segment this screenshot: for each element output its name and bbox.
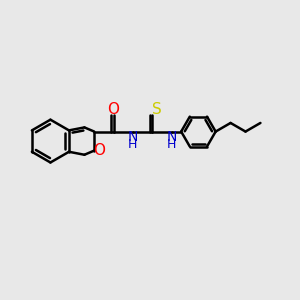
Text: S: S	[152, 102, 162, 117]
Text: H: H	[167, 138, 176, 151]
Text: O: O	[107, 102, 119, 117]
Text: N: N	[128, 130, 138, 144]
Text: N: N	[166, 130, 177, 144]
Text: O: O	[94, 143, 106, 158]
Text: H: H	[128, 138, 138, 151]
